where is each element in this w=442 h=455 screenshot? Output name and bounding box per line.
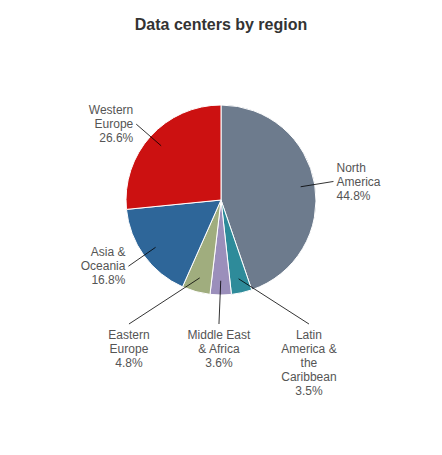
category-label: Eastern <box>108 328 149 342</box>
leader-line <box>128 247 155 266</box>
category-label: Caribbean <box>281 370 336 384</box>
labels: NorthAmerica44.8% LatinAmerica &theCaribb… <box>81 103 381 398</box>
category-label: America <box>336 175 380 189</box>
leader-line <box>136 124 161 146</box>
slices <box>126 105 316 295</box>
leader-line <box>129 278 200 324</box>
slice-label: Asia &Oceania16.8% <box>81 245 126 287</box>
value-label: 3.6% <box>205 356 233 370</box>
category-label: Europe <box>110 342 149 356</box>
category-label: Western <box>89 103 133 117</box>
slice-label: EasternEurope4.8% <box>108 328 149 370</box>
slice-label: LatinAmerica &theCaribbean3.5% <box>281 328 336 398</box>
category-label: the <box>301 356 318 370</box>
category-label: America & <box>281 342 336 356</box>
category-label: Europe <box>95 117 134 131</box>
category-label: Asia & <box>91 245 126 259</box>
category-label: & Africa <box>198 342 240 356</box>
title: Data centers by region <box>135 16 308 33</box>
value-label: 26.6% <box>99 131 133 145</box>
slice <box>126 200 221 287</box>
category-label: Latin <box>296 328 322 342</box>
slice-label: Middle East& Africa3.6% <box>188 328 251 370</box>
category-label: Middle East <box>188 328 251 342</box>
category-label: Oceania <box>81 259 126 273</box>
slice-label: WesternEurope26.6% <box>89 103 134 145</box>
value-label: 44.8% <box>336 189 370 203</box>
category-label: North <box>336 161 365 175</box>
value-label: 4.8% <box>115 356 143 370</box>
leader-lines <box>128 124 333 324</box>
chart: Data centers by region NorthAmerica44.8% L… <box>0 0 442 455</box>
leader-line <box>219 281 221 324</box>
value-label: 16.8% <box>91 273 125 287</box>
slice-label: NorthAmerica44.8% <box>336 161 380 203</box>
leader-line <box>301 181 334 186</box>
value-label: 3.5% <box>295 384 323 398</box>
slice <box>126 105 221 209</box>
leader-line <box>239 279 309 324</box>
